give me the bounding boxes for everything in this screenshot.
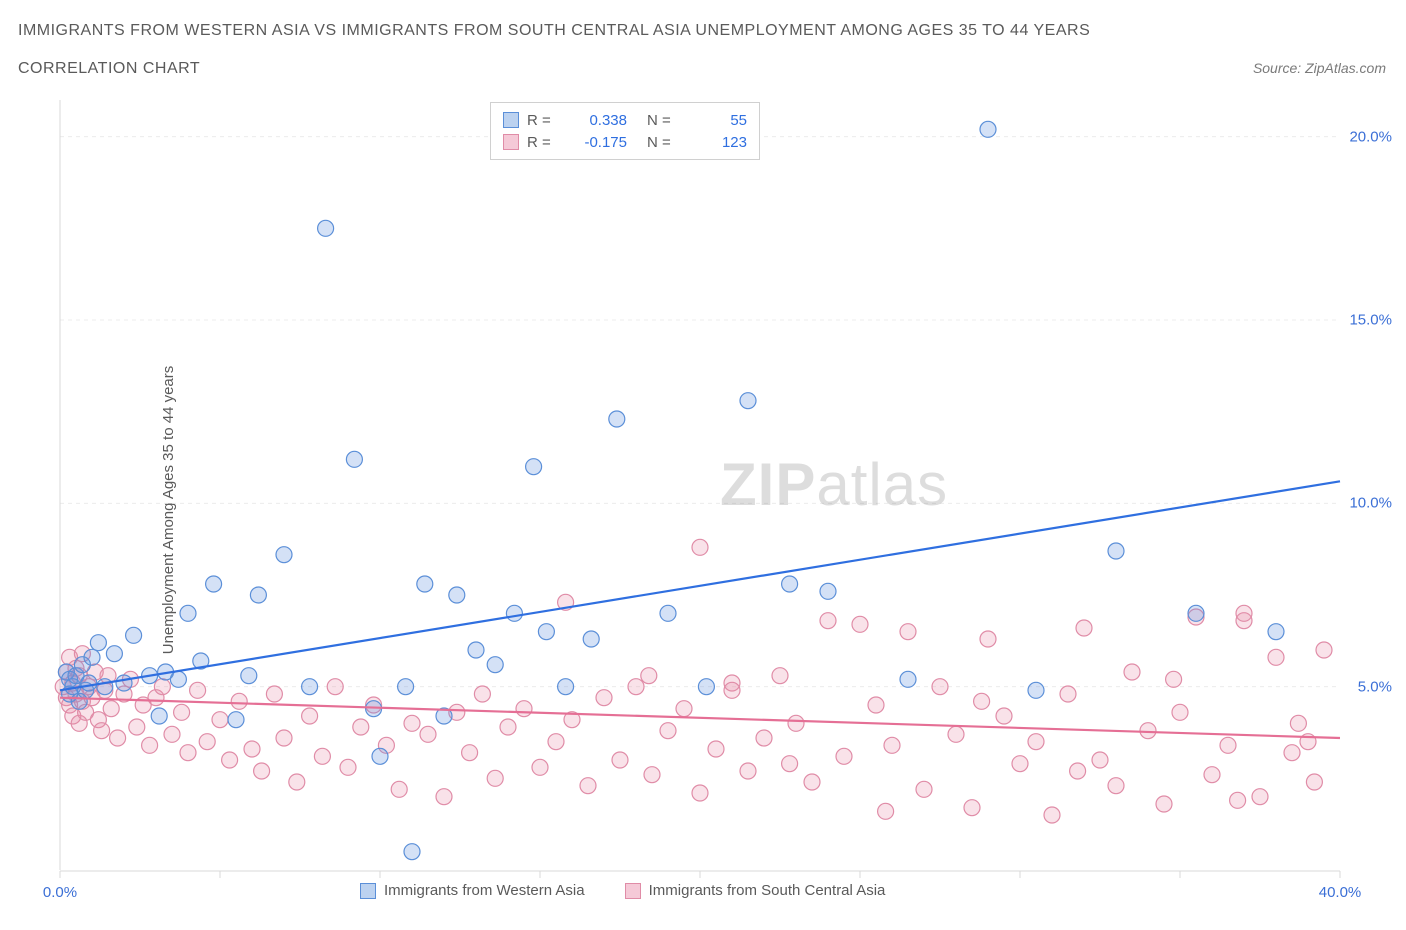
scatter-plot-svg [0,90,1406,930]
legend-swatch [503,134,519,150]
legend-swatch [503,112,519,128]
x-tick-label: 40.0% [1319,884,1362,901]
source-attribution: Source: ZipAtlas.com [1253,60,1386,76]
legend-n-label: N = [647,112,681,129]
chart-title-line2: CORRELATION CHART [18,60,200,78]
series-name: Immigrants from South Central Asia [649,882,886,899]
legend-swatch [625,883,641,899]
y-tick-label: 10.0% [1349,495,1392,512]
x-tick-label: 0.0% [43,884,77,901]
legend-r-label: R = [527,134,561,151]
correlation-legend: R = 0.338 N = 55 R = -0.175 N = 123 [490,102,760,160]
series-legend: Immigrants from Western Asia Immigrants f… [360,882,885,899]
legend-swatch [360,883,376,899]
legend-r-value: 0.338 [569,112,627,129]
series-legend-item: Immigrants from Western Asia [360,882,585,899]
y-tick-label: 5.0% [1358,678,1392,695]
series-legend-item: Immigrants from South Central Asia [625,882,886,899]
y-tick-label: 20.0% [1349,128,1392,145]
legend-r-label: R = [527,112,561,129]
y-tick-label: 15.0% [1349,312,1392,329]
legend-row: R = -0.175 N = 123 [503,131,747,153]
legend-r-value: -0.175 [569,134,627,151]
chart-container: Unemployment Among Ages 35 to 44 years Z… [0,90,1406,930]
series-name: Immigrants from Western Asia [384,882,585,899]
legend-n-value: 123 [689,134,747,151]
legend-n-label: N = [647,134,681,151]
chart-title-line1: IMMIGRANTS FROM WESTERN ASIA VS IMMIGRAN… [18,22,1090,40]
legend-row: R = 0.338 N = 55 [503,109,747,131]
legend-n-value: 55 [689,112,747,129]
